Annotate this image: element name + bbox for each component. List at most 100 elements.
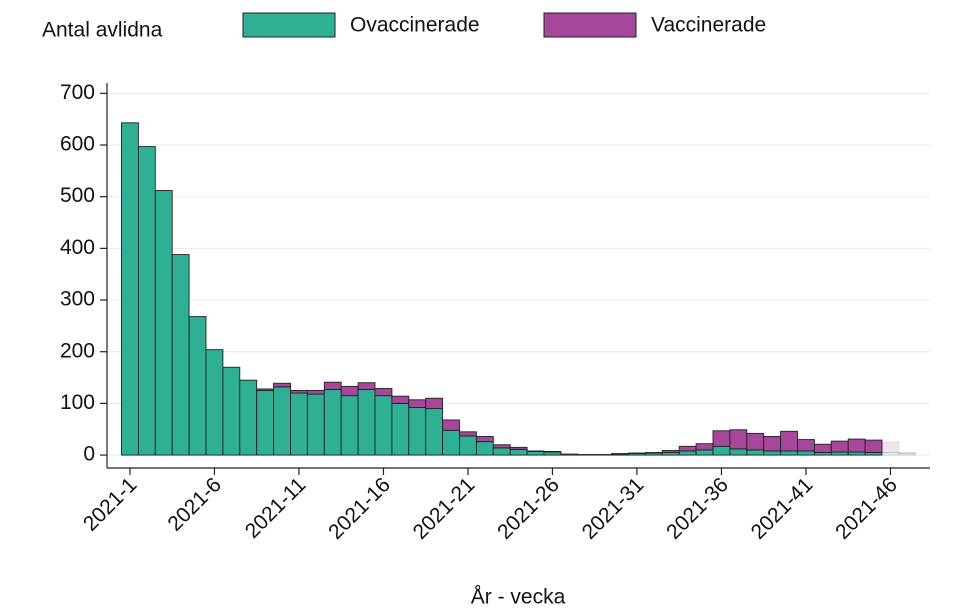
bar-segment (391, 395, 410, 404)
bar-segment (475, 441, 494, 456)
bar-segment (290, 392, 308, 456)
bar-segment (290, 390, 308, 394)
bar-segment (881, 452, 900, 456)
bar-segment (306, 393, 325, 456)
bar-segment (323, 388, 342, 456)
bar-segment (273, 382, 291, 388)
bar-segment (678, 445, 697, 452)
y-tick-label: 700 (60, 81, 95, 104)
bar-segment (256, 390, 275, 456)
bar-segment (678, 450, 697, 456)
bar-segment (222, 366, 241, 456)
bar-segment (712, 430, 731, 447)
bar-segment (780, 450, 798, 456)
bar-segment (340, 395, 359, 456)
x-tick-label: 2021-6 (163, 473, 226, 536)
bar-segment (628, 452, 646, 454)
legend-swatch (543, 12, 637, 38)
y-tick-label: 0 (83, 443, 95, 466)
bar-segment (729, 429, 748, 450)
bar-segment (154, 190, 173, 456)
bar-segment (594, 454, 613, 456)
bar-segment (746, 432, 765, 451)
bar-segment (695, 449, 714, 456)
y-tick-label: 300 (60, 288, 95, 311)
bar-segment (898, 452, 917, 454)
bar-segment (780, 430, 798, 452)
bar-segment (137, 146, 156, 456)
x-tick-label: 2021-41 (747, 473, 818, 544)
legend-label: Ovaccinerade (350, 14, 480, 37)
bar-segment (492, 444, 511, 449)
x-tick-label: 2021-46 (831, 473, 902, 544)
x-tick-label: 2021-31 (578, 473, 649, 544)
bar-segment (408, 399, 427, 408)
bar-segment (797, 450, 815, 456)
x-tick-label: 2021-21 (409, 473, 480, 544)
bar-segment (543, 451, 562, 453)
bar-segment (661, 449, 680, 453)
bar-segment (509, 448, 528, 456)
bar-segment (712, 445, 731, 456)
bar-segment (881, 441, 900, 453)
y-tick-label: 100 (60, 391, 95, 414)
x-tick-label: 2021-11 (241, 473, 311, 543)
bar-segment (323, 381, 342, 390)
bar-segment (273, 386, 291, 456)
bar-segment (695, 443, 714, 451)
bar-segment (644, 452, 663, 454)
bar-segment (577, 454, 596, 456)
x-tick-label: 2021-36 (662, 473, 733, 544)
bar-segment (526, 450, 545, 452)
bar-segment (847, 438, 866, 453)
bar-segment (171, 254, 190, 456)
bar-segment (459, 435, 477, 456)
bar-segment (188, 316, 207, 456)
bar-segment (543, 451, 562, 456)
bar-segment (492, 447, 511, 456)
bar-segment (374, 395, 393, 456)
bar-segment (425, 397, 444, 410)
bar-segment (729, 448, 748, 456)
bar-segment (121, 122, 139, 456)
bar-segment (830, 451, 849, 456)
bar-segment (408, 407, 427, 456)
bar-segment (357, 388, 376, 456)
bar-segment (611, 453, 629, 455)
x-tick-label: 2021-1 (79, 473, 142, 536)
bar-segment (391, 402, 410, 456)
bar-segment (442, 419, 460, 431)
bar-segment (459, 431, 477, 437)
bar-segment (763, 450, 782, 456)
y-tick-label: 600 (60, 133, 95, 156)
bar-segment (357, 382, 376, 390)
x-tick-label: 2021-16 (324, 473, 395, 544)
bar-segment (797, 439, 815, 452)
bar-segment (763, 436, 782, 452)
bar-segment (374, 387, 393, 397)
bar-segment (340, 385, 359, 397)
legend-swatch (242, 12, 336, 38)
y-tick-label: 200 (60, 339, 95, 362)
bar-segment (830, 440, 849, 453)
y-axis-label: Antal avlidna (42, 19, 163, 42)
y-tick-label: 500 (60, 184, 95, 207)
bar-segment (239, 379, 258, 456)
bar-segment (509, 446, 528, 450)
bar-segment (847, 451, 866, 456)
y-tick-label: 400 (60, 236, 95, 259)
bar-segment (898, 453, 917, 456)
bar-segment (306, 390, 325, 395)
bar-segment (205, 349, 224, 456)
bar-segment (746, 449, 765, 456)
bar-segment (475, 436, 494, 443)
bar-segment (560, 453, 579, 456)
bar-segment (256, 388, 275, 391)
bar-segment (526, 451, 545, 456)
bar-segment (442, 429, 460, 456)
x-tick-label: 2021-26 (493, 473, 564, 544)
bar-segment (813, 443, 832, 453)
bar-segment (864, 439, 883, 453)
x-axis-label: År - vecka (471, 586, 566, 609)
